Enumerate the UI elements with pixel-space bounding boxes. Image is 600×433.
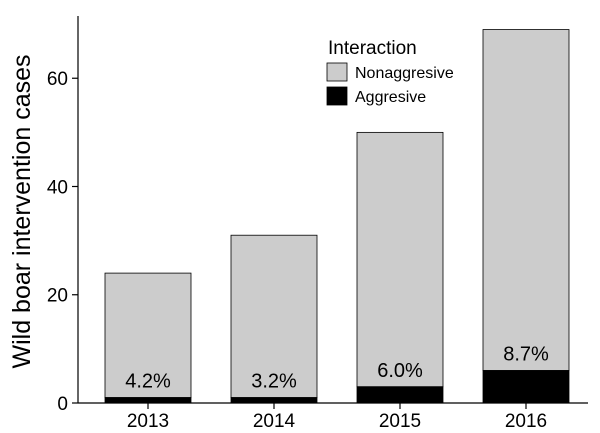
bars-group xyxy=(104,29,570,404)
y-tick-label: 60 xyxy=(47,69,68,90)
legend-entry-label: Aggresive xyxy=(355,89,426,106)
bar-nonaggresive-2016 xyxy=(482,29,570,371)
x-tick-label: 2013 xyxy=(127,411,169,432)
bar-aggresive-2013 xyxy=(104,397,192,404)
bar-aggresive-2015 xyxy=(356,386,444,404)
legend: Interaction Nonaggresive Aggresive xyxy=(326,38,454,106)
legend-title: Interaction xyxy=(328,38,417,59)
bar-nonaggresive-2013 xyxy=(104,272,192,398)
x-tick-label: 2015 xyxy=(379,411,421,432)
bar-percentage-label: 3.2% xyxy=(251,371,297,393)
y-axis-label: Wild boar intervention cases xyxy=(8,54,36,368)
x-tick-label: 2016 xyxy=(505,411,547,432)
bar-percentage-label: 6.0% xyxy=(377,360,423,382)
y-tick-label: 40 xyxy=(47,177,68,198)
bar-nonaggresive-2014 xyxy=(230,234,318,398)
x-ticks: 2013 2014 2015 2016 xyxy=(127,403,547,432)
legend-entry-label: Nonaggresive xyxy=(355,65,454,82)
bar-aggresive-2016 xyxy=(482,370,570,404)
y-tick-label: 0 xyxy=(57,394,68,415)
percentage-labels: 4.2% 3.2% 6.0% 8.7% xyxy=(125,344,549,393)
legend-swatch xyxy=(326,86,348,106)
bar-percentage-label: 4.2% xyxy=(125,371,171,393)
bar-percentage-label: 8.7% xyxy=(503,344,549,366)
bar-nonaggresive-2015 xyxy=(356,131,444,388)
bar-aggresive-2014 xyxy=(230,397,318,404)
legend-swatch xyxy=(326,62,348,82)
x-tick-label: 2014 xyxy=(253,411,296,432)
y-tick-label: 20 xyxy=(47,286,68,307)
axes-group xyxy=(77,16,588,404)
y-ticks: 0 20 40 60 xyxy=(47,69,78,415)
